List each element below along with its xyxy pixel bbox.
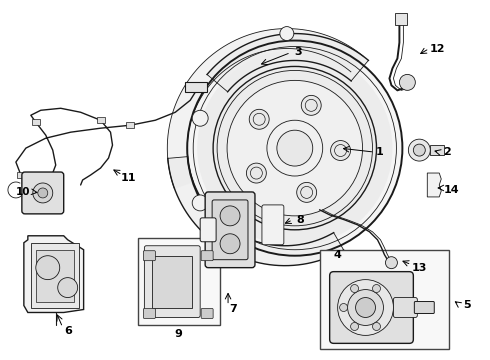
Circle shape [192, 195, 208, 211]
Circle shape [386, 257, 397, 269]
Circle shape [372, 284, 380, 293]
Text: 5: 5 [464, 300, 471, 310]
Bar [430, 145, 444, 155]
FancyBboxPatch shape [393, 298, 417, 318]
Text: 11: 11 [121, 173, 136, 183]
Circle shape [399, 75, 416, 90]
Circle shape [58, 278, 77, 298]
FancyBboxPatch shape [126, 122, 134, 128]
Bar [395, 13, 407, 24]
Text: 8: 8 [296, 215, 304, 225]
Circle shape [372, 323, 380, 330]
Circle shape [338, 280, 393, 336]
Circle shape [347, 289, 384, 325]
Text: 2: 2 [443, 147, 451, 157]
Bar [138, 238, 220, 325]
Circle shape [220, 234, 240, 254]
Polygon shape [168, 157, 343, 266]
Text: 10: 10 [16, 187, 30, 197]
Bar [152, 256, 192, 307]
Circle shape [38, 188, 48, 198]
FancyBboxPatch shape [201, 309, 213, 319]
FancyBboxPatch shape [22, 172, 64, 214]
FancyBboxPatch shape [32, 119, 40, 125]
Text: 6: 6 [65, 327, 73, 336]
Circle shape [187, 41, 402, 256]
Circle shape [350, 323, 359, 330]
Circle shape [36, 256, 60, 280]
Circle shape [414, 144, 425, 156]
Circle shape [277, 130, 313, 166]
FancyBboxPatch shape [212, 200, 248, 260]
FancyBboxPatch shape [145, 246, 200, 318]
Circle shape [350, 284, 359, 293]
Text: 9: 9 [174, 329, 182, 339]
Polygon shape [24, 236, 84, 312]
Text: 1: 1 [376, 147, 383, 157]
Circle shape [227, 80, 363, 216]
Text: 7: 7 [229, 305, 237, 315]
Circle shape [249, 109, 269, 129]
Text: 12: 12 [430, 44, 445, 54]
Text: 13: 13 [412, 263, 427, 273]
FancyBboxPatch shape [144, 251, 155, 261]
Bar [319, 250, 449, 349]
FancyBboxPatch shape [262, 205, 284, 245]
Circle shape [220, 206, 240, 226]
Circle shape [192, 110, 208, 126]
Circle shape [356, 298, 375, 318]
FancyBboxPatch shape [200, 218, 216, 242]
Polygon shape [167, 28, 364, 189]
Bar [36, 250, 74, 302]
FancyBboxPatch shape [330, 272, 414, 343]
Polygon shape [427, 173, 441, 197]
Polygon shape [207, 33, 368, 92]
Circle shape [197, 50, 392, 246]
Circle shape [408, 139, 430, 161]
FancyBboxPatch shape [17, 172, 25, 178]
Circle shape [33, 183, 53, 203]
Text: 4: 4 [334, 250, 342, 260]
FancyBboxPatch shape [415, 302, 434, 314]
Bar [185, 82, 207, 92]
FancyBboxPatch shape [97, 117, 104, 123]
Bar [31, 243, 78, 307]
Text: 3: 3 [294, 48, 302, 58]
Circle shape [246, 163, 267, 183]
FancyBboxPatch shape [144, 309, 155, 319]
Circle shape [280, 27, 294, 41]
Circle shape [297, 183, 317, 202]
Text: 14: 14 [443, 185, 459, 195]
Circle shape [331, 140, 350, 161]
FancyBboxPatch shape [201, 251, 213, 261]
Circle shape [340, 303, 347, 311]
FancyBboxPatch shape [205, 192, 255, 268]
Circle shape [301, 95, 321, 115]
